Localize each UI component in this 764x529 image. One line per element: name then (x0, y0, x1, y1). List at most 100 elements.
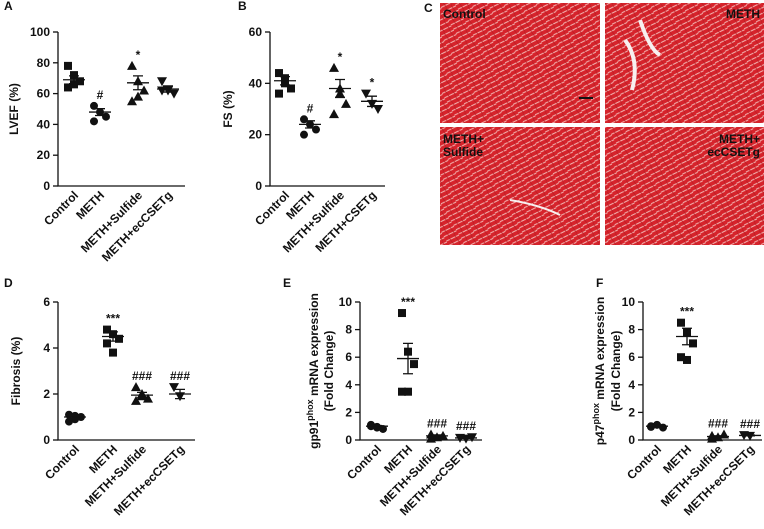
error-bar (175, 388, 185, 400)
error-bar (461, 436, 471, 439)
error-bar (137, 391, 147, 399)
data-point (133, 91, 143, 101)
significance: # (97, 88, 104, 102)
data-point (275, 89, 283, 98)
vessel (623, 19, 662, 91)
data-point (127, 60, 137, 70)
data-point (677, 353, 685, 362)
error-bar (95, 108, 105, 117)
y-tick-label: 100 (30, 25, 50, 39)
error-bar (133, 75, 143, 91)
significance: * (136, 48, 141, 62)
significance: ### (456, 419, 476, 433)
error-bar (713, 435, 723, 439)
data-point (143, 393, 153, 403)
data-point (131, 382, 141, 392)
histology-image (605, 3, 764, 123)
y-tick-label: 80 (37, 56, 51, 70)
data-point (109, 348, 117, 357)
error-bar (108, 331, 118, 342)
data-point (90, 101, 98, 110)
x-tick-label: Control (624, 442, 664, 482)
data-point (287, 84, 295, 93)
data-point (64, 61, 72, 70)
y-axis-label: FS (%) (221, 90, 235, 127)
data-point (300, 130, 308, 139)
y-tick-label: 0 (43, 179, 50, 193)
error-bar (163, 85, 173, 93)
y-axis-label-part: mRNA expression (593, 297, 607, 403)
y-axis-label-part: mRNA expression (307, 293, 321, 399)
significance: ### (427, 416, 447, 430)
vessel (509, 199, 561, 216)
panel-letter: C (424, 1, 433, 15)
y-axis-label: (Fold Change) (322, 331, 336, 412)
y-tick-label: 2 (628, 405, 635, 419)
y-tick-label: 4 (628, 378, 635, 392)
significance: *** (680, 305, 694, 319)
y-tick-label: 20 (249, 128, 263, 142)
y-tick-label: 10 (622, 295, 636, 309)
axis (57, 32, 185, 187)
y-axis-label: gp91phox mRNA expression (305, 293, 321, 449)
data-point (103, 339, 111, 348)
axis (269, 32, 385, 187)
data-point (361, 89, 371, 99)
significance: ### (170, 369, 190, 383)
y-tick-label: 8 (628, 323, 635, 337)
image-label: METH (726, 7, 760, 21)
data-point (373, 105, 383, 114)
data-point (90, 117, 98, 126)
data-point (312, 125, 320, 134)
data-point (102, 112, 110, 121)
data-point (76, 77, 84, 86)
image-label: METH+ (443, 132, 484, 146)
y-axis-label-part: phox (591, 403, 601, 425)
significance: *** (401, 295, 415, 309)
error-bar (432, 434, 442, 438)
x-tick-label: Control (344, 442, 384, 482)
y-tick-label: 0 (345, 433, 352, 447)
significance: # (307, 101, 314, 115)
x-tick-label: METH (73, 188, 107, 222)
data-point (329, 109, 339, 119)
data-point (115, 334, 123, 343)
panel-letter: E (283, 276, 291, 290)
data-point (398, 309, 406, 318)
error-bar (335, 78, 345, 99)
y-axis-label-part: Fibrosis (%) (9, 337, 23, 406)
panel-letter: B (238, 0, 247, 13)
error-bar (652, 424, 662, 428)
histology-image (440, 3, 600, 123)
y-tick-label: 6 (345, 350, 352, 364)
significance: * (338, 50, 343, 64)
significance: ### (708, 416, 728, 430)
data-point (659, 423, 667, 432)
data-point (410, 360, 418, 369)
significance: ### (132, 369, 152, 383)
y-axis-label-part: p47 (593, 424, 607, 445)
data-point (677, 318, 685, 327)
data-point (65, 417, 73, 426)
y-axis-label-part: LVEF (%) (7, 83, 21, 135)
y-axis-label: (Fold Change) (609, 331, 623, 412)
x-tick-label: METH+ecCSETg (111, 442, 187, 518)
data-point (139, 85, 149, 95)
data-point (426, 433, 436, 443)
error-bar (682, 327, 692, 346)
y-tick-label: 2 (345, 405, 352, 419)
image-label: METH+ (719, 132, 760, 146)
data-point (157, 77, 167, 87)
y-tick-label: 0 (255, 179, 262, 193)
panel-letter: A (4, 0, 13, 13)
y-tick-label: 10 (339, 295, 353, 309)
data-point (689, 339, 697, 348)
data-point (169, 383, 179, 393)
y-tick-label: 6 (628, 350, 635, 364)
data-point (404, 387, 412, 396)
image-label: Control (443, 7, 486, 21)
error-bar (70, 414, 80, 420)
image-label: ecCSETg (707, 145, 760, 159)
panel-letter: F (596, 276, 603, 290)
